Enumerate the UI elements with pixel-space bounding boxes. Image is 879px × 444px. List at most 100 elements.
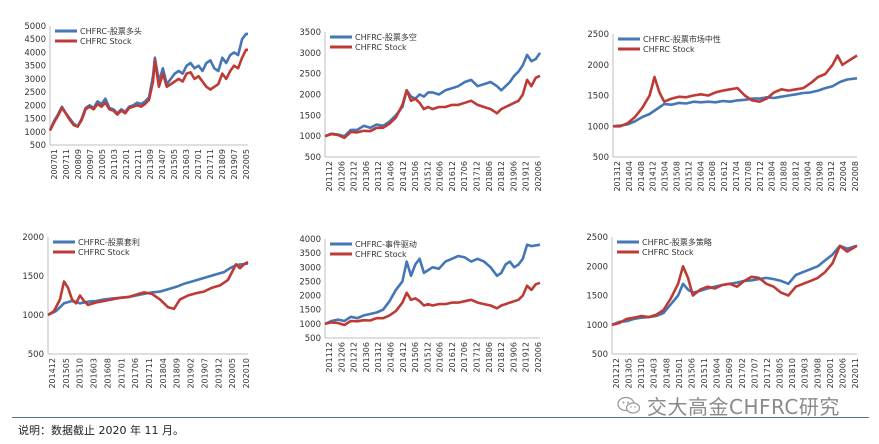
x-tick-label: 201407 [158, 149, 167, 180]
x-tick-label: 201305 [625, 358, 634, 389]
x-tick-label: 201309 [146, 149, 155, 180]
x-tick-label: 202010 [242, 358, 251, 389]
y-tick-label: 1500 [587, 92, 609, 102]
chart-6: 500 1000 1500 2000 2500 201212 201305 201310 201… [586, 233, 860, 389]
y-tick-label: 2000 [22, 233, 44, 243]
x-tick-label: 201506 [411, 161, 420, 192]
y-tick-label: 1500 [586, 292, 608, 302]
legend-label: CHFRC Stock [355, 43, 407, 52]
x-tick-label: 201711 [145, 358, 154, 389]
x-tick-label: 201608 [103, 358, 112, 389]
x-tick-label: 201604 [696, 161, 705, 192]
watermark: 交大高金CHFRC研究 [617, 391, 840, 420]
x-tick-label: 201808 [780, 161, 789, 192]
y-tick-label: 4000 [299, 235, 321, 245]
x-tick-label: 201312 [374, 161, 383, 192]
x-tick-label: 201408 [662, 358, 671, 389]
x-tick-label: 201912 [522, 161, 531, 192]
x-tick-label: 200907 [86, 149, 95, 180]
x-tick-label: 201806 [485, 342, 494, 373]
x-tick-label: 201312 [374, 342, 383, 373]
x-tick-label: 201711 [206, 149, 215, 180]
wechat-icon [617, 396, 641, 414]
x-tick-label: 201701 [117, 358, 126, 389]
legend-label: CHFRC Stock [355, 250, 407, 259]
x-tick-label: 202001 [826, 358, 835, 389]
x-tick-label: 201908 [813, 358, 822, 389]
x-tick-label: 201603 [90, 358, 99, 389]
x-tick-label: 201702 [738, 358, 747, 389]
series-line-1 [47, 262, 249, 317]
x-tick-label: 201211 [134, 149, 143, 180]
x-tick-label: 201612 [720, 161, 729, 192]
legend-label: CHFRC-股票市场中性 [643, 34, 721, 44]
x-tick-label: 201512 [423, 161, 432, 192]
x-tick-label: 201903 [801, 358, 810, 389]
x-tick-label: 201812 [497, 161, 506, 192]
x-tick-label: 201812 [792, 161, 801, 192]
y-tick-label: 3000 [24, 75, 46, 85]
x-tick-label: 201206 [337, 342, 346, 373]
x-tick-label: 201712 [756, 161, 765, 192]
x-tick-label: 202006 [534, 161, 543, 192]
y-tick-label: 2500 [586, 233, 608, 243]
y-tick-label: 2000 [299, 91, 321, 101]
y-tick-label: 2500 [299, 70, 321, 80]
y-tick-label: 1000 [587, 122, 609, 132]
series-line-1 [324, 52, 542, 138]
x-tick-label: 201912 [522, 342, 531, 373]
y-tick-label: 2500 [299, 277, 321, 287]
series-line-2 [611, 244, 858, 327]
x-tick-label: 201706 [460, 342, 469, 373]
y-tick-label: 3500 [24, 62, 46, 72]
x-tick-label: 201306 [362, 161, 371, 192]
y-tick-label: 500 [30, 141, 46, 151]
x-tick-label: 201704 [732, 161, 741, 192]
footnote: 说明：数据截止 2020 年 11 月。 [18, 424, 184, 437]
x-tick-label: 200809 [74, 149, 83, 180]
y-tick-label: 500 [592, 350, 608, 360]
x-tick-label: 201912 [214, 358, 223, 389]
x-tick-label: 201408 [637, 161, 646, 192]
y-tick-label: 500 [305, 334, 321, 344]
legend-label: CHFRC-股票多头 [80, 26, 142, 36]
y-tick-label: 4000 [24, 48, 46, 58]
x-tick-label: 201606 [436, 161, 445, 192]
x-tick-label: 201707 [750, 358, 759, 389]
legend-label: CHFRC Stock [80, 37, 132, 46]
x-tick-label: 201701 [194, 149, 203, 180]
x-tick-label: 201406 [386, 161, 395, 192]
y-tick-label: 3500 [299, 249, 321, 259]
x-tick-label: 201603 [182, 149, 191, 180]
x-tick-label: 201712 [473, 161, 482, 192]
x-tick-label: 201112 [325, 161, 334, 192]
x-tick-label: 201608 [708, 161, 717, 192]
x-tick-label: 201112 [325, 342, 334, 373]
x-tick-label: 201908 [815, 161, 824, 192]
x-tick-label: 201206 [337, 161, 346, 192]
x-tick-label: 202004 [839, 161, 848, 192]
x-tick-label: 201804 [159, 358, 168, 389]
x-tick-label: 200711 [62, 149, 71, 180]
legend-label: CHFRC-事件驱动 [355, 239, 417, 249]
x-tick-label: 201508 [673, 161, 682, 192]
x-tick-label: 201005 [98, 149, 107, 180]
y-tick-label: 500 [593, 153, 609, 163]
x-tick-label: 201604 [713, 358, 722, 389]
watermark-text: 交大高金CHFRC研究 [647, 395, 840, 419]
x-tick-label: 201809 [173, 358, 182, 389]
y-tick-label: 1000 [299, 320, 321, 330]
y-tick-label: 1000 [22, 311, 44, 321]
x-tick-label: 201812 [497, 342, 506, 373]
legend-label: CHFRC Stock [78, 248, 130, 257]
footnote-divider [12, 417, 869, 418]
x-tick-label: 201612 [448, 161, 457, 192]
series-line-2 [47, 260, 249, 317]
x-tick-label: 201612 [448, 342, 457, 373]
chart-4: 500 1000 1500 2000 201412 201505 201510 201603 2… [22, 233, 251, 389]
x-tick-label: 201406 [386, 342, 395, 373]
x-tick-label: 201907 [200, 358, 209, 389]
y-tick-label: 1000 [586, 321, 608, 331]
y-tick-label: 5000 [24, 22, 46, 32]
